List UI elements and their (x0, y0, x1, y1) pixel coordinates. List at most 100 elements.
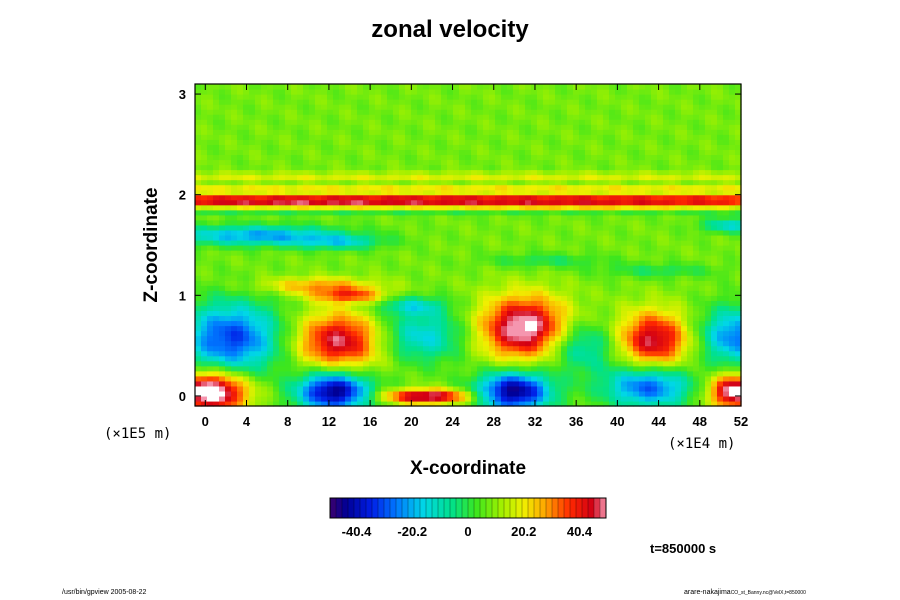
heatmap-cell (531, 395, 538, 402)
heatmap-cell (423, 124, 430, 130)
heatmap-cell (399, 390, 406, 397)
heatmap-cell (603, 270, 610, 276)
heatmap-cell (465, 275, 472, 281)
heatmap-cell (333, 390, 340, 397)
heatmap-cell (201, 184, 208, 191)
heatmap-cell (549, 300, 556, 306)
heatmap-cell (633, 350, 640, 357)
heatmap-cell (507, 260, 514, 266)
heatmap-cell (567, 99, 574, 105)
heatmap-cell (393, 89, 400, 95)
heatmap-cell (195, 204, 202, 211)
heatmap-cell (465, 149, 472, 156)
heatmap-cell (435, 400, 442, 407)
heatmap-cell (627, 179, 634, 186)
heatmap-cell (657, 114, 664, 120)
heatmap-cell (297, 134, 304, 140)
heatmap-cell (483, 340, 490, 347)
heatmap-cell (327, 245, 334, 251)
heatmap-cell (291, 265, 298, 271)
heatmap-cell (447, 129, 454, 135)
heatmap-cell (615, 315, 622, 322)
heatmap-cell (243, 390, 250, 397)
heatmap-cell (267, 335, 274, 342)
heatmap-cell (531, 164, 538, 171)
heatmap-cell (645, 250, 652, 256)
heatmap-cell (501, 119, 508, 125)
heatmap-cell (291, 199, 298, 206)
heatmap-cell (339, 275, 346, 281)
heatmap-cell (633, 335, 640, 342)
heatmap-cell (297, 184, 304, 191)
heatmap-cell (231, 355, 238, 362)
heatmap-cell (357, 360, 364, 367)
heatmap-cell (315, 375, 322, 382)
heatmap-cell (447, 295, 454, 301)
heatmap-cell (507, 320, 514, 327)
heatmap-cell (255, 194, 262, 201)
heatmap-cell (531, 385, 538, 392)
heatmap-cell (411, 290, 418, 296)
heatmap-cell (375, 320, 382, 327)
heatmap-cell (315, 114, 322, 120)
heatmap-cell (657, 89, 664, 95)
heatmap-cell (537, 84, 544, 90)
heatmap-cell (441, 380, 448, 387)
heatmap-cell (591, 179, 598, 186)
heatmap-cell (501, 285, 508, 291)
heatmap-cell (435, 250, 442, 256)
heatmap-cell (411, 119, 418, 125)
heatmap-cell (513, 239, 520, 246)
heatmap-cell (381, 189, 388, 196)
heatmap-cell (405, 250, 412, 256)
heatmap-cell (489, 114, 496, 120)
heatmap-cell (399, 234, 406, 241)
heatmap-cell (447, 390, 454, 397)
heatmap-cell (411, 330, 418, 337)
heatmap-cell (327, 204, 334, 211)
heatmap-cell (273, 310, 280, 317)
heatmap-cell (201, 179, 208, 186)
heatmap-cell (357, 219, 364, 226)
heatmap-cell (591, 189, 598, 196)
heatmap-cell (489, 340, 496, 347)
heatmap-cell (525, 189, 532, 196)
heatmap-cell (615, 255, 622, 261)
heatmap-cell (207, 390, 214, 397)
heatmap-cell (309, 330, 316, 337)
heatmap-cell (525, 325, 532, 332)
heatmap-cell (441, 219, 448, 226)
heatmap-cell (453, 370, 460, 377)
heatmap-cell (651, 375, 658, 382)
heatmap-cell (531, 290, 538, 296)
heatmap-cell (525, 84, 532, 90)
heatmap-cell (417, 239, 424, 246)
heatmap-cell (267, 340, 274, 347)
heatmap-cell (225, 265, 232, 271)
heatmap-cell (555, 124, 562, 130)
heatmap-cell (543, 355, 550, 362)
heatmap-cell (231, 184, 238, 191)
heatmap-cell (285, 400, 292, 407)
heatmap-cell (627, 285, 634, 291)
heatmap-cell (657, 375, 664, 382)
heatmap-cell (291, 295, 298, 301)
heatmap-cell (657, 224, 664, 231)
heatmap-cell (315, 365, 322, 372)
heatmap-cell (369, 300, 376, 306)
heatmap-cell (639, 119, 646, 125)
heatmap-cell (405, 370, 412, 377)
heatmap-cell (381, 290, 388, 296)
heatmap-cell (315, 159, 322, 166)
heatmap-cell (519, 114, 526, 120)
heatmap-cell (255, 300, 262, 306)
heatmap-cell (627, 219, 634, 226)
heatmap-cell (543, 385, 550, 392)
heatmap-cell (645, 104, 652, 110)
heatmap-cell (399, 159, 406, 166)
heatmap-cell (639, 229, 646, 236)
heatmap-cell (423, 355, 430, 362)
heatmap-cell (255, 129, 262, 135)
heatmap-cell (411, 315, 418, 322)
heatmap-cell (507, 375, 514, 382)
